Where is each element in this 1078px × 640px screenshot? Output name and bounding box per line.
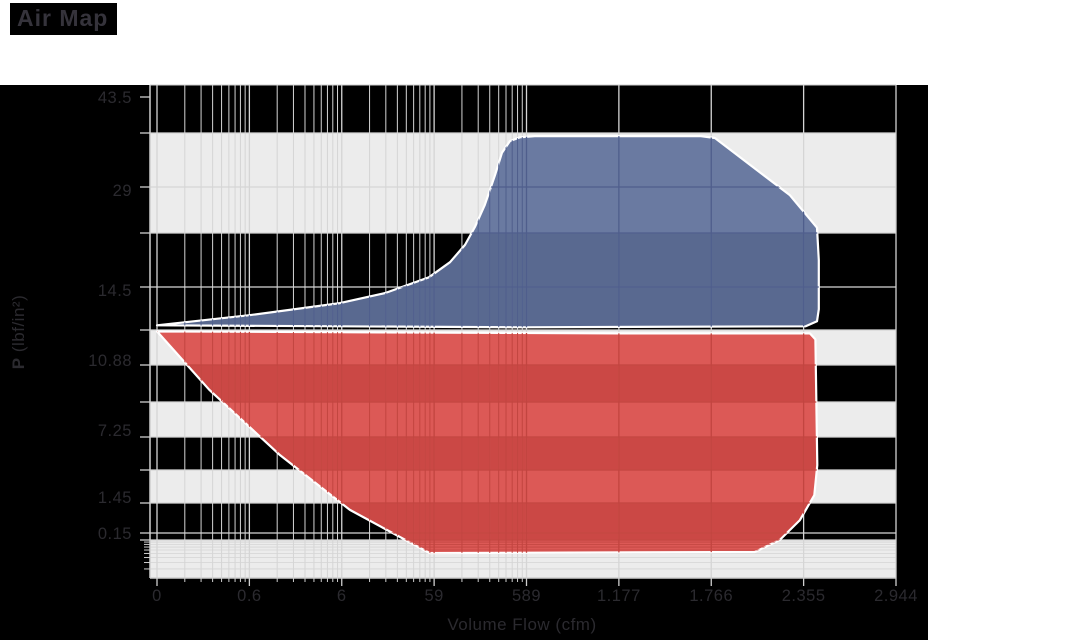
regions-layer [155,135,820,555]
blue-operating-region [155,135,820,329]
y-tick-label: 43.5 [98,89,132,107]
y-tick-label: 1.45 [98,489,132,507]
y-tick-label: 14.5 [98,282,132,300]
x-tick-label: 2.355 [782,587,826,605]
y-axis-title-symbol: P [9,357,28,369]
labels-layer: 0 0.6 6 59 589 1.177 1.766 2.355 2.944 43.5 29 14.5… [88,89,918,605]
x-tick-label: 589 [512,587,541,605]
x-tick-label: 6 [337,587,347,605]
y-tick-label: 10.88 [88,352,132,370]
x-tick-label: 0 [152,587,162,605]
y-tick-label: 7.25 [98,422,132,440]
plot-band [150,85,896,133]
x-tick-label: 1.177 [597,587,641,605]
x-axis-title: Volume Flow (cfm) [447,615,596,634]
y-tick-label: 29 [113,182,132,200]
red-operating-region [155,330,819,555]
axis-layer [140,84,897,586]
x-tick-label: 2.944 [874,587,918,605]
y-axis-title-units: (lbf/in²) [9,295,28,358]
chart-title: Air Map [17,5,109,31]
y-axis-title: P (lbf/in²) [9,295,28,369]
x-tick-label: 0.6 [237,587,261,605]
x-tick-label: 59 [424,587,443,605]
x-tick-label: 1.766 [689,587,733,605]
chart-title-box: Air Map [10,3,118,35]
y-tick-label: 0.15 [98,525,132,543]
